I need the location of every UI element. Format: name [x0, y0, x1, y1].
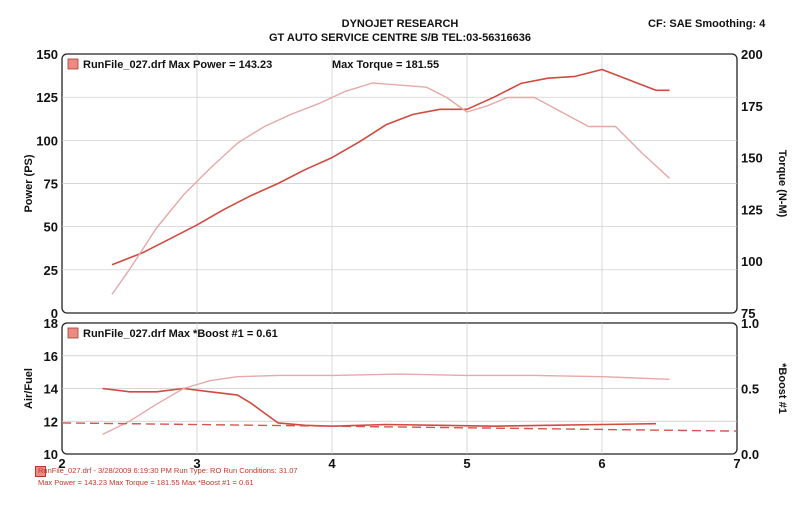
cf-smoothing-label: CF: SAE Smoothing: 4 — [648, 18, 766, 30]
y-tick-label: 150 — [36, 47, 58, 62]
legend-max-torque: Max Torque = 181.55 — [332, 59, 439, 71]
legend-swatch — [67, 327, 79, 339]
y2-tick-label: 1.0 — [741, 316, 759, 331]
y-axis-label: Air/Fuel — [23, 368, 35, 409]
air-fuel-line — [102, 387, 657, 427]
x-tick-label: 2 — [58, 456, 65, 471]
x-tick-label: 6 — [598, 456, 605, 471]
power-line — [111, 68, 670, 266]
y2-axis-label: *Boost #1 — [776, 363, 788, 414]
y-tick-label: 50 — [44, 220, 58, 235]
y-tick-label: 10 — [44, 447, 58, 462]
afr-reference-line — [61, 422, 738, 432]
x-tick-label: 4 — [328, 456, 336, 471]
y-tick-label: 16 — [44, 349, 58, 364]
x-tick-label: 3 — [193, 456, 200, 471]
y2-tick-label: 0.0 — [741, 447, 759, 462]
y2-tick-label: 75 — [741, 306, 755, 321]
legend-label: RunFile_027.drf Max Power = 143.23 — [83, 59, 272, 71]
torque-line — [111, 82, 670, 295]
y2-tick-label: 200 — [741, 47, 763, 62]
y2-tick-label: 175 — [741, 99, 763, 114]
y-tick-label: 18 — [44, 316, 58, 331]
airfuel-boost-chart: 2 3 4 5 6 7 10 12 14 16 18 0.0 0.5 1.0 Air/Fuel *Boost … — [23, 316, 788, 471]
y-tick-label: 75 — [44, 177, 58, 192]
legend-swatch — [67, 58, 79, 70]
y2-tick-label: 0.5 — [741, 382, 759, 397]
y2-tick-label: 100 — [741, 254, 763, 269]
footer-max-values: Max Power = 143.23 Max Torque = 181.55 M… — [38, 478, 254, 487]
y2-tick-label: 125 — [741, 202, 763, 217]
y2-tick-label: 150 — [741, 151, 763, 166]
power-torque-chart: 0 25 50 75 100 125 150 75 100 125 150 175 200 Power (… — [23, 47, 788, 321]
legend-label: RunFile_027.drf Max *Boost #1 = 0.61 — [83, 328, 278, 340]
x-tick-label: 5 — [463, 456, 470, 471]
chart-title: DYNOJET RESEARCH — [341, 18, 459, 30]
y-tick-label: 12 — [44, 414, 58, 429]
y-tick-label: 14 — [44, 382, 59, 397]
footer-legend-swatch — [35, 466, 46, 477]
footer-run-info: RunFile_027.drf - 3/28/2009 6:19:30 PM R… — [38, 466, 298, 475]
y2-axis-label: Torque (N-M) — [776, 150, 788, 218]
x-tick-label: 7 — [733, 456, 740, 471]
chart-subtitle: GT AUTO SERVICE CENTRE S/B TEL:03-563166… — [268, 32, 532, 44]
y-tick-label: 25 — [44, 263, 58, 278]
y-tick-label: 0 — [51, 306, 58, 321]
boost-line — [102, 373, 670, 436]
y-axis-label: Power (PS) — [23, 154, 35, 212]
y-tick-label: 125 — [36, 90, 58, 105]
y-tick-label: 100 — [36, 133, 58, 148]
